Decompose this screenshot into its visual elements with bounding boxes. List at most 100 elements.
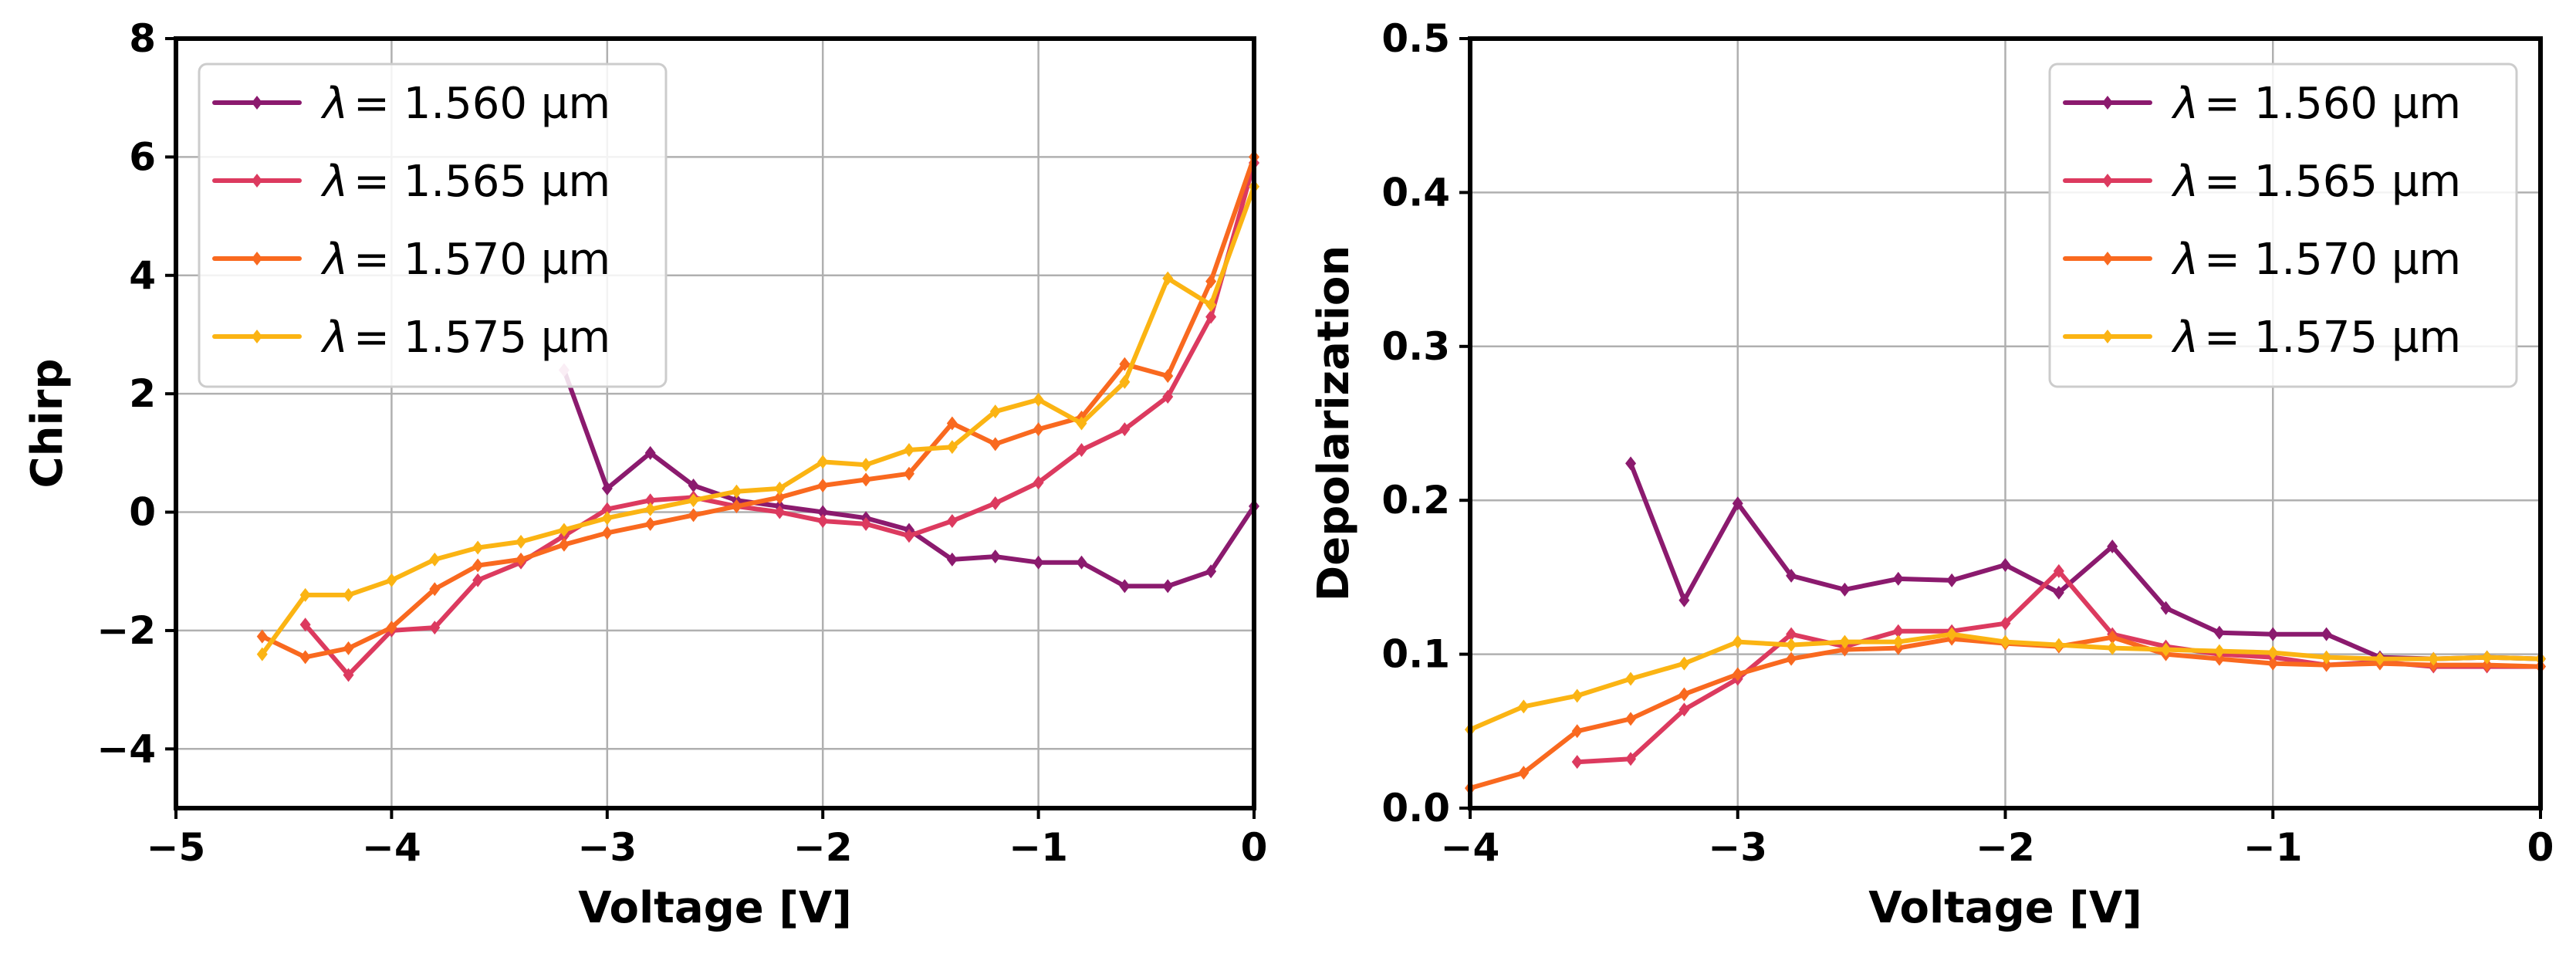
data-point	[2321, 658, 2332, 672]
legend-lambda-symbol: λ	[320, 235, 348, 285]
data-point	[817, 455, 829, 469]
data-point	[1678, 656, 1690, 671]
data-point	[516, 534, 527, 549]
legend-swatch-marker	[252, 96, 262, 110]
data-point	[1839, 634, 1851, 649]
series-line	[1628, 461, 2543, 661]
x-tick-label: 0	[1241, 825, 1268, 870]
data-point	[558, 537, 570, 552]
data-point	[601, 481, 613, 496]
data-point	[2267, 656, 2279, 671]
data-point	[601, 526, 613, 540]
legend: λ = 1.560 µmλ = 1.565 µmλ = 1.570 µmλ = 1.57…	[2048, 63, 2518, 388]
data-point	[817, 514, 829, 529]
data-point	[1571, 688, 1583, 703]
data-point	[903, 529, 914, 543]
data-point	[644, 516, 656, 531]
series-line	[259, 154, 1256, 660]
data-point	[1162, 369, 1174, 384]
data-point	[1518, 766, 1530, 780]
data-point	[688, 493, 699, 508]
x-tick-label: −3	[1708, 825, 1767, 870]
data-point	[386, 573, 397, 587]
x-tick-label: −2	[1976, 825, 2035, 870]
legend-lambda-symbol: λ	[2171, 79, 2199, 129]
legend-lambda-symbol: λ	[320, 313, 348, 363]
data-point	[386, 621, 397, 635]
data-point	[558, 523, 570, 537]
data-point	[1033, 392, 1044, 407]
data-point	[429, 621, 441, 635]
legend-label: = 1.565 µm	[2204, 157, 2461, 207]
y-tick-label: 4	[129, 253, 156, 298]
legend-label: = 1.575 µm	[353, 313, 610, 363]
data-point	[429, 552, 441, 567]
data-point	[1786, 651, 1797, 666]
y-tick-label: −4	[96, 726, 156, 771]
data-point	[2213, 644, 2225, 658]
data-point	[472, 540, 484, 555]
data-point	[1892, 624, 1904, 638]
data-point	[1119, 422, 1131, 437]
data-point	[2267, 645, 2279, 660]
y-axis-label: Chirp	[22, 359, 73, 489]
data-point	[688, 479, 699, 493]
legend-lambda-symbol: λ	[2171, 235, 2199, 285]
y-tick-label: 0.2	[1381, 478, 1450, 523]
data-point	[2053, 563, 2064, 578]
data-point	[817, 505, 829, 519]
legend-swatch-marker	[2102, 252, 2113, 266]
data-point	[1732, 496, 1743, 511]
data-point	[2107, 641, 2118, 655]
data-point	[2374, 651, 2385, 666]
legend-swatch-marker	[2102, 174, 2113, 188]
data-point	[774, 490, 786, 505]
data-point	[1162, 579, 1174, 594]
x-tick-label: −4	[362, 825, 421, 870]
y-tick-label: 2	[129, 371, 156, 416]
data-point	[1678, 687, 1690, 702]
data-point	[1839, 642, 1851, 657]
data-point	[1625, 672, 1637, 686]
y-tick-label: 0.1	[1381, 632, 1450, 677]
data-point	[644, 445, 656, 460]
data-point	[946, 416, 958, 431]
data-point	[299, 617, 311, 632]
data-point	[731, 484, 742, 499]
data-point	[1119, 357, 1131, 371]
legend-swatch-marker	[2102, 96, 2113, 110]
data-point	[2428, 651, 2439, 666]
axes-frame	[174, 36, 1256, 810]
series-line	[1574, 568, 2543, 765]
legend: λ = 1.560 µmλ = 1.565 µmλ = 1.570 µmλ = 1.57…	[198, 63, 668, 388]
legend-swatch-marker	[252, 252, 262, 266]
data-point	[1786, 568, 1797, 583]
data-point	[343, 668, 354, 682]
x-tick-label: −1	[1009, 825, 1068, 870]
data-point	[946, 440, 958, 455]
x-tick-label: −5	[147, 825, 206, 870]
data-point	[299, 650, 311, 665]
data-point	[2481, 658, 2493, 672]
legend-swatch-marker	[252, 330, 262, 343]
data-point	[1076, 443, 1087, 458]
data-point	[299, 587, 311, 602]
legend-label: = 1.560 µm	[353, 79, 610, 129]
data-point	[256, 629, 268, 644]
data-point	[1162, 389, 1174, 404]
data-point	[1786, 638, 1797, 652]
data-point	[860, 472, 872, 487]
data-point	[1892, 634, 1904, 649]
data-point	[2000, 634, 2011, 649]
data-point	[946, 514, 958, 529]
x-axis-label: Voltage [V]	[1868, 883, 2142, 933]
data-point	[1732, 667, 1743, 682]
data-point	[472, 558, 484, 573]
data-point	[989, 496, 1001, 511]
data-point	[472, 573, 484, 587]
data-point	[601, 502, 613, 516]
y-tick-label: 6	[129, 134, 156, 179]
data-point	[1119, 579, 1131, 594]
